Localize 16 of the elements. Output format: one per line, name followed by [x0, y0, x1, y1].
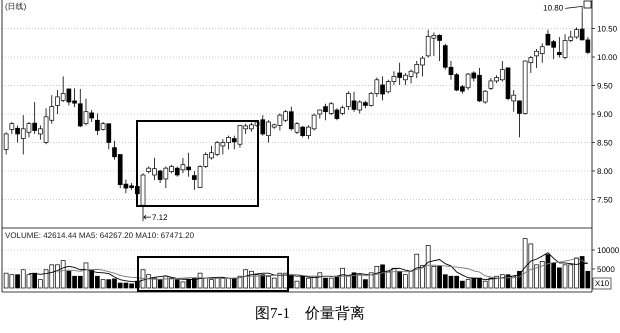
y-tick-label: 10.00: [597, 52, 618, 62]
y-tick-label: 9.00: [597, 110, 614, 119]
chart-title: VOLUME: 42614.44 MA5: 64267.20 MA10: 67471.20: [5, 231, 195, 240]
y-axis-title: X10: [594, 279, 610, 288]
y-tick-label: 8.50: [597, 138, 614, 148]
y-tick-label: 10000: [597, 246, 620, 255]
y-tick-label: 5000: [597, 264, 616, 274]
y-tick-label: 8.00: [597, 166, 614, 176]
y-tick-label: 9.50: [597, 81, 614, 90]
y-tick-label: 10.50: [597, 24, 618, 34]
annotation: 7.12: [152, 213, 168, 222]
annotation: 10.80: [543, 3, 564, 12]
line-series: [57, 258, 588, 280]
caption: 图7-1 价量背离: [255, 305, 365, 322]
y-tick-label: 7.50: [597, 195, 614, 204]
chart-title: (日线): [5, 2, 27, 11]
